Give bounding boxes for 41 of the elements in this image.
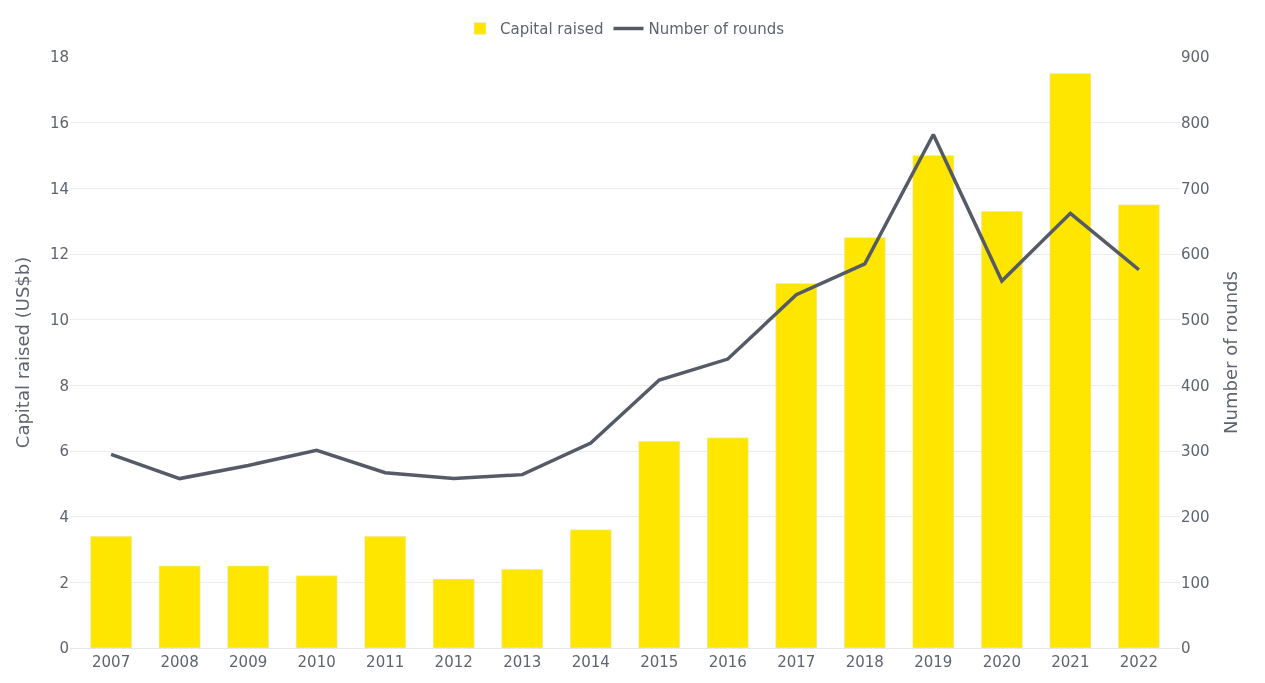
x-tick-label: 2019 — [914, 653, 953, 671]
y2-tick-label: 0 — [1181, 639, 1191, 658]
x-tick-label: 2017 — [777, 653, 816, 671]
x-tick-label: 2021 — [1051, 653, 1090, 671]
x-tick-label: 2009 — [229, 653, 268, 671]
y-tick-label: 12 — [49, 245, 69, 264]
y-tick-label: 2 — [59, 573, 69, 592]
y-tick-label: 8 — [59, 376, 69, 395]
y-tick-label: 10 — [49, 310, 69, 329]
y2-tick-label: 300 — [1181, 442, 1210, 461]
x-tick-label: 2012 — [434, 653, 473, 671]
y-tick-label: 18 — [49, 48, 69, 67]
x-tick-label: 2007 — [92, 653, 131, 671]
x-tick-label: 2013 — [503, 653, 542, 671]
y2-tick-label: 700 — [1181, 179, 1210, 198]
y2-tick-label: 400 — [1181, 376, 1210, 395]
y-tick-label: 0 — [59, 639, 69, 658]
x-tick-label: 2022 — [1119, 653, 1158, 671]
y2-tick-label: 200 — [1181, 507, 1210, 526]
y-tick-label: 16 — [49, 113, 69, 132]
x-tick-label: 2010 — [297, 653, 336, 671]
x-tick-label: 2014 — [571, 653, 610, 671]
legend-label: Capital raised — [500, 20, 604, 39]
x-tick-label: 2016 — [708, 653, 747, 671]
y-axis-title: Capital raised (US$b) — [12, 256, 34, 449]
y2-tick-label: 600 — [1181, 245, 1210, 264]
y-tick-label: 6 — [59, 442, 69, 461]
x-tick-label: 2018 — [845, 653, 884, 671]
x-tick-label: 2008 — [160, 653, 199, 671]
y2-tick-label: 500 — [1181, 310, 1210, 329]
x-tick-label: 2020 — [982, 653, 1021, 671]
y2-axis-title: Number of rounds — [1219, 271, 1241, 434]
x-tick-label: 2015 — [640, 653, 679, 671]
x-tick-label: 2011 — [366, 653, 405, 671]
y2-tick-label: 900 — [1181, 48, 1210, 67]
line-series — [109, 132, 1141, 481]
y2-tick-label: 100 — [1181, 573, 1210, 592]
y-tick-label: 14 — [49, 179, 69, 198]
y-tick-label: 4 — [59, 507, 69, 526]
legend-label: Number of rounds — [648, 20, 785, 39]
y2-tick-label: 800 — [1181, 113, 1210, 132]
